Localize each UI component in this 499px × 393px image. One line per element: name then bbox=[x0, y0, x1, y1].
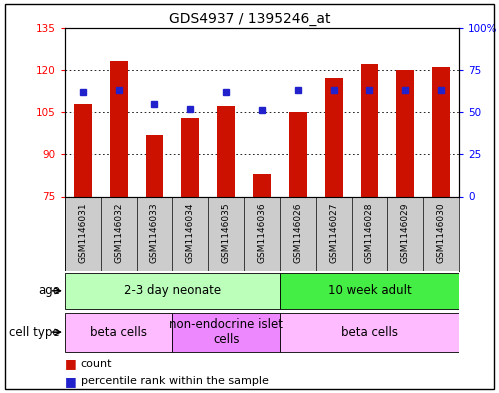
Text: GSM1146034: GSM1146034 bbox=[186, 202, 195, 263]
Text: GSM1146032: GSM1146032 bbox=[114, 202, 123, 263]
Text: GSM1146026: GSM1146026 bbox=[293, 202, 302, 263]
Text: GSM1146036: GSM1146036 bbox=[257, 202, 266, 263]
Bar bbox=[280, 313, 459, 351]
Text: 2-3 day neonate: 2-3 day neonate bbox=[124, 284, 221, 298]
Bar bbox=[432, 67, 450, 196]
Bar bbox=[110, 61, 128, 196]
Bar bbox=[396, 70, 414, 196]
Bar bbox=[172, 313, 280, 351]
Bar bbox=[74, 103, 92, 196]
Bar bbox=[65, 313, 172, 351]
Bar bbox=[146, 134, 164, 196]
Bar bbox=[65, 273, 280, 309]
Text: GSM1146033: GSM1146033 bbox=[150, 202, 159, 263]
Bar bbox=[181, 118, 199, 196]
Text: cell type: cell type bbox=[9, 325, 60, 339]
Text: GSM1146035: GSM1146035 bbox=[222, 202, 231, 263]
Text: non-endocrine islet
cells: non-endocrine islet cells bbox=[169, 318, 283, 346]
Bar bbox=[253, 174, 271, 196]
Text: GSM1146031: GSM1146031 bbox=[78, 202, 87, 263]
Bar bbox=[280, 273, 459, 309]
Text: beta cells: beta cells bbox=[341, 325, 398, 339]
Text: ■: ■ bbox=[65, 375, 81, 388]
Text: count: count bbox=[81, 358, 112, 369]
Text: GSM1146027: GSM1146027 bbox=[329, 202, 338, 263]
Text: GDS4937 / 1395246_at: GDS4937 / 1395246_at bbox=[169, 12, 330, 26]
Bar bbox=[289, 112, 307, 196]
Bar bbox=[361, 64, 378, 196]
Text: 10 week adult: 10 week adult bbox=[328, 284, 411, 298]
Bar bbox=[325, 78, 343, 196]
Text: age: age bbox=[38, 284, 60, 298]
Text: GSM1146030: GSM1146030 bbox=[437, 202, 446, 263]
Text: GSM1146028: GSM1146028 bbox=[365, 202, 374, 263]
Text: GSM1146029: GSM1146029 bbox=[401, 202, 410, 263]
Text: percentile rank within the sample: percentile rank within the sample bbox=[81, 376, 269, 386]
Bar bbox=[217, 107, 235, 196]
Text: ■: ■ bbox=[65, 357, 81, 370]
Text: beta cells: beta cells bbox=[90, 325, 147, 339]
